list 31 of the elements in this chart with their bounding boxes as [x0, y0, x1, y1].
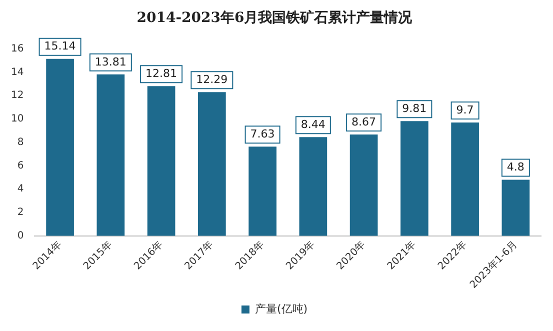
bar: [451, 122, 479, 236]
y-tick-label: 0: [17, 230, 24, 242]
y-tick-label: 8: [17, 136, 24, 148]
bar: [299, 137, 328, 236]
y-tick-label: 12: [10, 90, 24, 102]
data-label: 15.14: [44, 40, 76, 53]
data-label: 8.67: [352, 115, 376, 128]
y-tick-label: 2: [17, 207, 24, 218]
y-tick-label: 10: [10, 114, 24, 125]
data-label: 4.8: [506, 160, 524, 174]
data-label: 12.81: [146, 66, 178, 80]
bar: [400, 121, 428, 236]
bar: [198, 92, 226, 236]
y-tick-label: 6: [17, 160, 24, 172]
bar: [96, 74, 125, 236]
y-tick-label: 14: [10, 66, 24, 78]
y-tick-label: 4: [17, 184, 24, 195]
chart-title: 2014-2023年6月我国铁矿石累计产量情况: [136, 9, 414, 26]
bar: [147, 86, 176, 236]
bar: [502, 180, 530, 236]
data-label: 9.7: [456, 103, 474, 116]
bar: [248, 146, 276, 236]
data-label: 9.81: [402, 102, 427, 116]
legend-label: 产量(亿吨): [254, 302, 308, 316]
bar: [350, 134, 378, 236]
data-label: 13.81: [94, 55, 126, 68]
y-tick-label: 16: [10, 43, 24, 54]
data-label: 8.44: [300, 118, 326, 132]
data-label: 7.63: [250, 128, 275, 140]
data-label: 12.29: [196, 73, 228, 86]
bar: [46, 58, 74, 236]
